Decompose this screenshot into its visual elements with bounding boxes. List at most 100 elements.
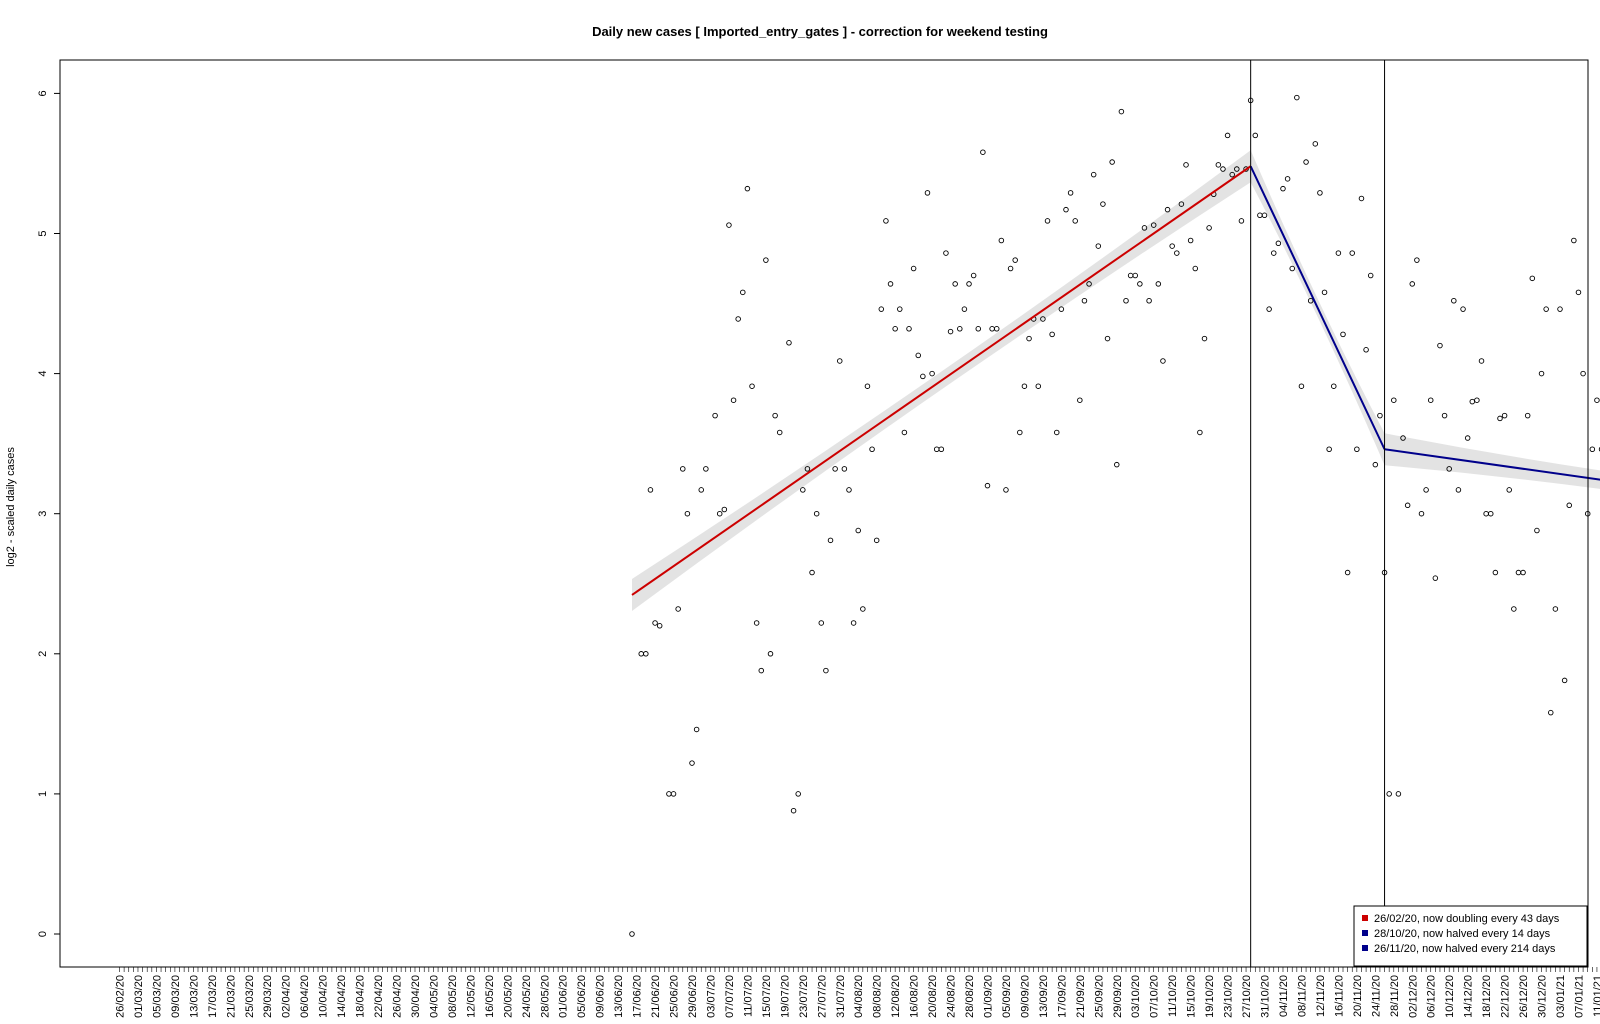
x-tick-label: 18/04/20 xyxy=(355,975,367,1018)
x-tick-label: 23/10/20 xyxy=(1223,975,1235,1018)
data-point xyxy=(1367,272,1374,279)
x-tick-label: 31/07/20 xyxy=(835,975,847,1018)
data-point xyxy=(1312,141,1319,147)
confidence-band xyxy=(1384,433,1600,489)
data-point xyxy=(1354,446,1360,453)
data-point xyxy=(1183,162,1189,168)
data-point xyxy=(993,326,1000,332)
data-point xyxy=(1460,306,1466,312)
x-tick-label: 31/10/20 xyxy=(1260,975,1272,1018)
x-tick-label: 18/12/20 xyxy=(1481,975,1493,1018)
data-point xyxy=(813,510,820,517)
y-tick-label: 6 xyxy=(37,90,49,96)
x-tick-label: 27/07/20 xyxy=(816,975,828,1018)
data-point xyxy=(1146,297,1152,304)
data-point xyxy=(1289,265,1295,272)
x-tick-label: 28/08/20 xyxy=(964,975,976,1018)
data-point xyxy=(656,623,663,629)
x-tick-label: 02/04/20 xyxy=(281,975,293,1018)
data-point xyxy=(1437,342,1443,349)
x-tick-label: 20/11/20 xyxy=(1352,975,1364,1017)
data-point xyxy=(1317,190,1323,196)
data-point xyxy=(795,791,801,797)
data-point xyxy=(1187,237,1194,244)
data-point xyxy=(735,316,741,322)
data-point xyxy=(726,222,732,228)
data-point xyxy=(920,373,926,380)
x-tick-label: 07/10/20 xyxy=(1149,975,1161,1018)
data-point xyxy=(1349,250,1355,256)
data-point xyxy=(901,429,908,436)
data-point xyxy=(906,326,912,332)
x-axis: 26/02/20 01/03/20 05/03/20 09/03/20 13/03/20… xyxy=(115,967,1600,1018)
data-point xyxy=(1077,397,1083,403)
data-point xyxy=(786,340,792,346)
data-point xyxy=(1451,297,1457,304)
data-point xyxy=(1483,510,1489,517)
data-point xyxy=(1529,275,1536,282)
data-point xyxy=(1035,383,1042,389)
data-point xyxy=(1095,243,1102,249)
x-tick-label: 17/03/20 xyxy=(207,975,219,1018)
data-point xyxy=(1400,435,1406,441)
x-tick-label: 26/12/20 xyxy=(1518,975,1530,1018)
data-point xyxy=(749,383,755,389)
data-point xyxy=(1160,358,1166,364)
data-point xyxy=(1109,159,1115,165)
data-point xyxy=(1238,218,1245,224)
x-tick-label: 06/04/20 xyxy=(299,975,311,1018)
data-point xyxy=(915,352,921,359)
data-point xyxy=(1571,237,1577,244)
data-point xyxy=(1377,412,1383,419)
data-point xyxy=(1432,575,1439,581)
x-tick-label: 10/12/20 xyxy=(1444,975,1456,1018)
data-point xyxy=(1141,225,1148,231)
data-point xyxy=(629,931,635,937)
x-tick-label: 21/06/20 xyxy=(650,975,662,1018)
x-tick-label: 01/06/20 xyxy=(558,975,570,1018)
data-point xyxy=(1261,212,1268,219)
data-point xyxy=(1335,250,1342,256)
data-point xyxy=(772,412,778,419)
data-point xyxy=(873,537,880,544)
data-point xyxy=(947,328,954,335)
data-point xyxy=(1594,397,1600,403)
data-point xyxy=(1206,225,1212,231)
data-point xyxy=(998,237,1005,244)
data-point xyxy=(1418,510,1425,517)
x-tick-label: 13/06/20 xyxy=(613,975,625,1018)
data-point xyxy=(730,397,737,403)
confidence-bands xyxy=(631,150,1600,611)
data-point xyxy=(966,281,972,287)
data-point xyxy=(832,466,838,472)
data-point xyxy=(1007,265,1014,272)
data-point xyxy=(638,651,644,657)
x-tick-label: 12/11/20 xyxy=(1315,975,1327,1017)
data-point xyxy=(1566,502,1572,509)
x-tick-label: 04/05/20 xyxy=(428,975,440,1018)
data-point xyxy=(666,791,672,797)
data-point xyxy=(1497,415,1503,422)
data-point xyxy=(1049,331,1055,338)
data-point xyxy=(1100,201,1106,207)
data-point xyxy=(1409,281,1416,287)
x-tick-label: 25/03/20 xyxy=(244,975,256,1018)
data-point xyxy=(744,185,751,192)
data-point xyxy=(1178,201,1185,207)
data-point xyxy=(675,606,681,612)
x-tick-label: 09/09/20 xyxy=(1019,975,1031,1018)
x-tick-label: 02/12/20 xyxy=(1407,975,1419,1018)
data-point xyxy=(652,620,658,626)
x-tick-label: 16/05/20 xyxy=(484,975,496,1018)
data-point xyxy=(1501,412,1508,419)
x-tick-label: 05/06/20 xyxy=(576,975,588,1018)
x-tick-label: 06/12/20 xyxy=(1426,975,1438,1018)
data-point xyxy=(1155,281,1162,287)
data-point xyxy=(989,326,995,332)
data-point xyxy=(846,487,852,493)
data-point xyxy=(1506,487,1512,493)
data-point xyxy=(1169,243,1175,249)
chart-title: Daily new cases [ Imported_entry_gates ]… xyxy=(592,24,1048,39)
x-tick-label: 13/03/20 xyxy=(188,975,200,1018)
